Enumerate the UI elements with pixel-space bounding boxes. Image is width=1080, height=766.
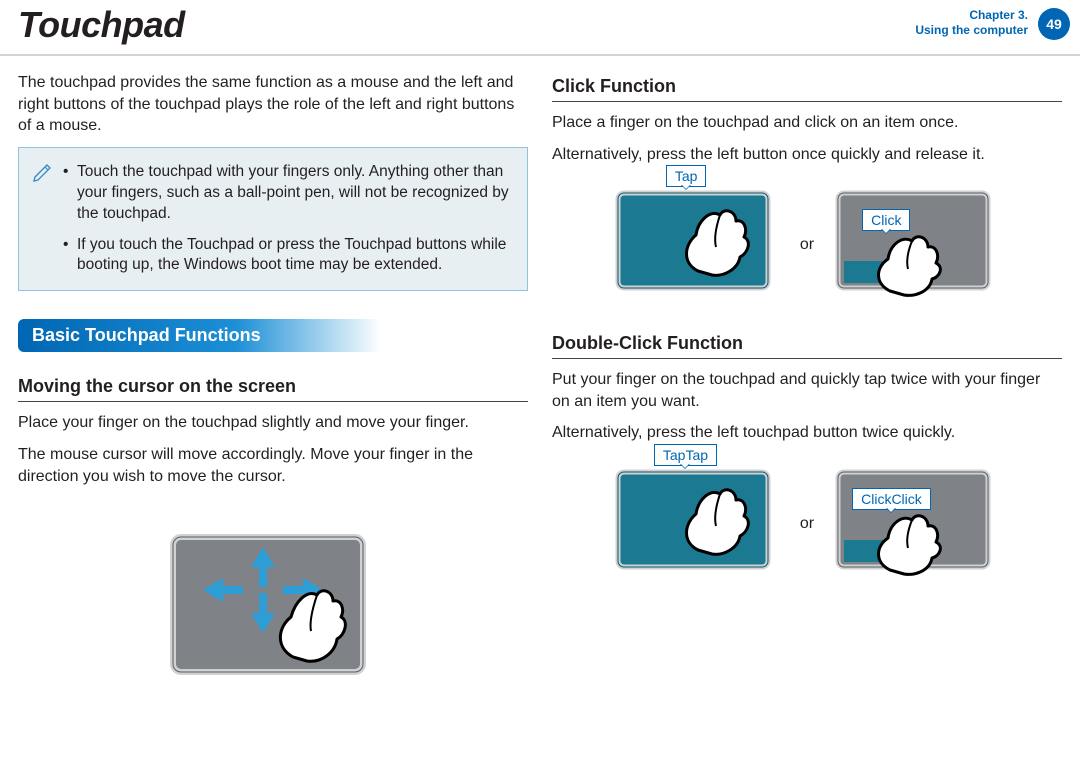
click-callout: Click <box>862 209 910 231</box>
moving-cursor-p2: The mouse cursor will move accordingly. … <box>18 444 528 487</box>
double-click-heading: Double-Click Function <box>552 333 1062 359</box>
note-icon <box>33 162 53 189</box>
figure-clickclick: ClickClick <box>832 464 1002 584</box>
page-title: Touchpad <box>18 4 915 46</box>
figure-move-cursor <box>18 527 528 687</box>
click-p2: Alternatively, press the left button onc… <box>552 144 1062 166</box>
moving-cursor-p1: Place your finger on the touchpad slight… <box>18 412 528 434</box>
moving-cursor-heading: Moving the cursor on the screen <box>18 376 528 402</box>
chapter-line-2: Using the computer <box>915 23 1028 38</box>
click-function-heading: Click Function <box>552 76 1062 102</box>
note-box: Touch the touchpad with your fingers onl… <box>18 147 528 292</box>
chapter-label: Chapter 3. Using the computer <box>915 8 1028 38</box>
figure-click: Click <box>832 185 1002 305</box>
figure-tap: Tap <box>612 185 782 305</box>
clickclick-callout: ClickClick <box>852 488 931 510</box>
or-text-2: or <box>800 515 814 533</box>
content-columns: The touchpad provides the same function … <box>0 56 1080 687</box>
figure-doubleclick-row: TapTap or ClickClick <box>552 464 1062 584</box>
note-item-1: Touch the touchpad with your fingers onl… <box>63 162 509 225</box>
right-column: Click Function Place a finger on the tou… <box>552 72 1062 687</box>
touchpad-move-illustration <box>163 527 383 687</box>
section-banner: Basic Touchpad Functions <box>18 319 381 352</box>
note-item-2: If you touch the Touchpad or press the T… <box>63 235 509 277</box>
taptap-callout: TapTap <box>654 444 717 466</box>
or-text-1: or <box>800 236 814 254</box>
page-number-badge: 49 <box>1038 8 1070 40</box>
page-header: Touchpad Chapter 3. Using the computer 4… <box>0 0 1080 56</box>
intro-paragraph: The touchpad provides the same function … <box>18 72 528 137</box>
left-column: The touchpad provides the same function … <box>18 72 528 687</box>
dbl-p2: Alternatively, press the left touchpad b… <box>552 422 1062 444</box>
click-p1: Place a finger on the touchpad and click… <box>552 112 1062 134</box>
header-meta: Chapter 3. Using the computer 49 <box>915 4 1070 40</box>
figure-taptap: TapTap <box>612 464 782 584</box>
tap-callout: Tap <box>666 165 707 187</box>
dbl-p1: Put your finger on the touchpad and quic… <box>552 369 1062 412</box>
figure-click-row: Tap or Click <box>552 185 1062 305</box>
chapter-line-1: Chapter 3. <box>915 8 1028 23</box>
